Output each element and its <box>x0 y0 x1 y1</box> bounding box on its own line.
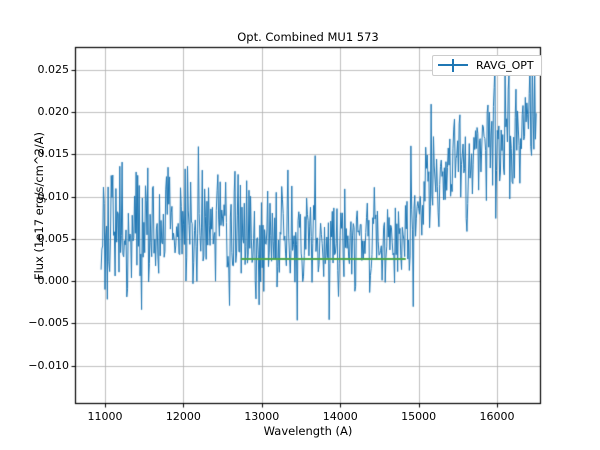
x-tick-label: 13000 <box>244 410 280 423</box>
x-tick-label: 16000 <box>479 410 515 423</box>
y-tick-label: −0.005 <box>28 316 69 330</box>
y-tick-label: 0.000 <box>37 274 70 288</box>
chart-title: Opt. Combined MU1 573 <box>237 30 379 44</box>
y-tick-label: 0.010 <box>37 189 70 203</box>
y-tick-label: 0.005 <box>37 231 70 245</box>
y-tick-label: −0.010 <box>28 358 69 372</box>
legend-errorbar-icon <box>438 59 468 72</box>
legend-entry-label: RAVG_OPT <box>476 59 534 72</box>
x-tick-label: 12000 <box>165 410 201 423</box>
x-tick-label: 11000 <box>87 410 123 423</box>
legend: RAVG_OPT <box>432 55 542 76</box>
x-tick-label: 15000 <box>401 410 437 423</box>
x-tick-label: 14000 <box>322 410 358 423</box>
y-tick-label: 0.015 <box>37 147 70 161</box>
y-tick-label: 0.020 <box>37 105 70 119</box>
x-axis-label: Wavelength (A) <box>263 424 353 438</box>
y-tick-label: 0.025 <box>37 62 70 76</box>
